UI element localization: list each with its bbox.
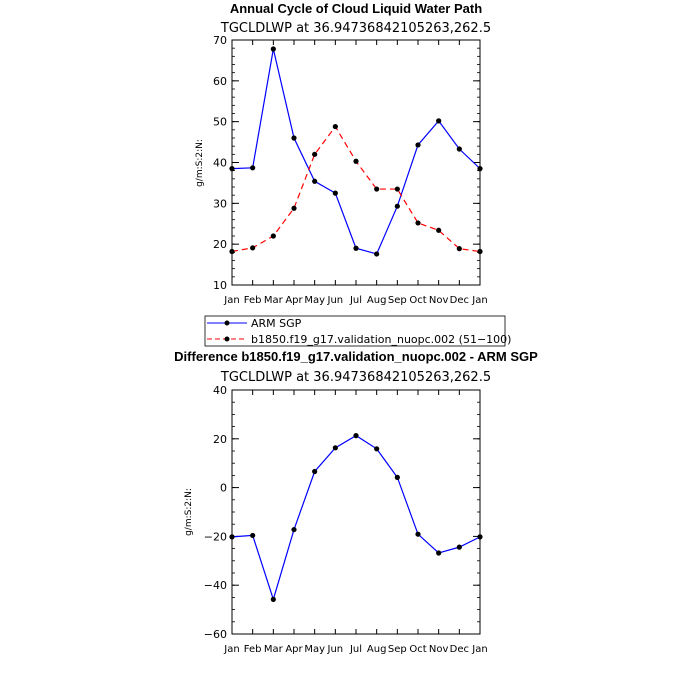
difference-data-point: [415, 531, 421, 537]
cycle-plot-area: Jan Feb Mar Apr May Jun Jul Aug Sep Oct Nov Dec Jan1…: [213, 34, 488, 306]
difference-series-line-0: [231, 434, 481, 602]
cycle-data-point: [291, 135, 297, 141]
cycle-data-point: [415, 220, 421, 226]
difference-chart: Difference b1850.f19_g17.validation_nuop…: [174, 349, 538, 655]
cycle-xtick-label: Jul: [349, 295, 362, 306]
difference-data-point: [477, 534, 483, 540]
cycle-xtick-label: Aug: [367, 295, 387, 306]
difference-data-point: [374, 446, 380, 452]
difference-xtick-label: Mar: [264, 644, 284, 655]
difference-xtick-label: Jan: [471, 644, 487, 655]
cycle-xtick-label: Mar: [264, 295, 284, 306]
cycle-ytick-label: 20: [213, 238, 227, 251]
cycle-ytick-label: 60: [213, 75, 227, 88]
cycle-data-point: [456, 146, 462, 152]
cycle-data-point: [394, 186, 400, 192]
cycle-chart-title: Annual Cycle of Cloud Liquid Water Path: [230, 1, 482, 16]
difference-data-point: [353, 433, 359, 439]
difference-ytick-label: −20: [204, 530, 227, 543]
cycle-xtick-label: Feb: [244, 295, 262, 306]
difference-xtick-label: Jun: [327, 644, 344, 655]
difference-xtick-label: Nov: [429, 644, 449, 655]
difference-ytick-label: 0: [220, 482, 227, 495]
cycle-data-point: [250, 245, 256, 251]
cycle-data-point: [291, 205, 297, 211]
cycle-ytick-label: 10: [213, 279, 227, 292]
cycle-data-point: [332, 190, 338, 196]
cycle-data-point: [250, 165, 256, 171]
cycle-xtick-label: Oct: [409, 295, 426, 306]
cycle-xtick-label: Dec: [450, 295, 469, 306]
difference-plot-area: Jan Feb Mar Apr May Jun Jul Aug Sep Oct Nov Dec Jan−…: [204, 384, 488, 655]
difference-data-point: [394, 474, 400, 480]
cycle-data-point: [270, 233, 276, 239]
cycle-data-point: [229, 166, 235, 172]
difference-data-point: [436, 550, 442, 556]
legend: ARM SGP b1850.f19_g17.validation_nuopc.0…: [204, 315, 511, 347]
cycle-data-point: [436, 118, 442, 124]
difference-xtick-label: Feb: [244, 644, 262, 655]
cycle-data-point: [374, 186, 380, 192]
difference-xtick-label: Jul: [349, 644, 362, 655]
difference-xtick-label: Sep: [388, 644, 407, 655]
cycle-data-point: [312, 151, 318, 157]
cycle-data-point: [415, 142, 421, 148]
difference-data-point: [250, 532, 256, 539]
cycle-chart: Annual Cycle of Cloud Liquid Water Path …: [195, 1, 491, 306]
difference-ytick-label: 20: [213, 433, 227, 446]
difference-chart-subtitle: TGCLDLWP at 36.94736842105263,262.5: [220, 370, 491, 385]
difference-ytick-label: −60: [204, 628, 227, 641]
cycle-xtick-label: Jan: [223, 295, 239, 306]
cycle-data-point: [436, 227, 442, 233]
difference-xtick-label: May: [304, 644, 325, 655]
cycle-ytick-label: 50: [213, 116, 227, 129]
cycle-xtick-label: Jun: [327, 295, 344, 306]
difference-data-point: [456, 544, 462, 550]
cycle-chart-ylabel: g/m:S:2:N:: [195, 139, 205, 187]
cycle-data-point: [270, 46, 276, 52]
cycle-data-point: [477, 166, 483, 172]
cycle-xtick-label: Jan: [471, 295, 487, 306]
difference-data-point: [332, 445, 338, 451]
difference-data-point: [270, 596, 276, 602]
cycle-data-point: [394, 203, 400, 209]
difference-data-point: [312, 468, 318, 475]
cycle-ytick-label: 40: [213, 157, 227, 170]
cycle-xtick-label: Sep: [388, 295, 407, 306]
cycle-series-line-1: [231, 125, 481, 253]
difference-xtick-label: Jan: [223, 644, 239, 655]
cycle-chart-subtitle: TGCLDLWP at 36.94736842105263,262.5: [220, 21, 491, 36]
legend-box: [204, 315, 506, 347]
cycle-xtick-label: Nov: [429, 295, 449, 306]
cycle-series-line-0: [231, 48, 481, 255]
legend-marker-model: [224, 336, 230, 342]
difference-ytick-label: −40: [204, 579, 227, 592]
cycle-data-point: [353, 245, 359, 251]
difference-xtick-label: Aug: [367, 644, 387, 655]
legend-label-arm: ARM SGP: [251, 317, 302, 330]
difference-xtick-label: Oct: [409, 644, 426, 655]
difference-xtick-label: Dec: [450, 644, 469, 655]
cycle-ytick-label: 30: [213, 197, 227, 210]
legend-marker-arm: [224, 320, 230, 326]
difference-ytick-label: 40: [213, 384, 227, 397]
legend-label-model: b1850.f19_g17.validation_nuopc.002 (51−1…: [251, 333, 511, 346]
cycle-data-point: [353, 158, 359, 164]
cycle-xtick-label: May: [304, 295, 325, 306]
difference-chart-title: Difference b1850.f19_g17.validation_nuop…: [174, 349, 538, 364]
cycle-data-point: [229, 248, 235, 255]
cycle-xtick-label: Apr: [285, 295, 303, 306]
cycle-ytick-label: 70: [213, 34, 227, 47]
cycle-data-point: [456, 246, 462, 252]
cycle-data-point: [477, 248, 483, 255]
difference-plot-frame: [231, 389, 481, 635]
difference-data-point: [291, 526, 297, 533]
cycle-data-point: [332, 123, 338, 130]
difference-chart-ylabel: g/m:S:2:N:: [184, 488, 194, 536]
difference-xtick-label: Apr: [285, 644, 303, 655]
cycle-data-point: [312, 178, 318, 184]
cycle-data-point: [374, 251, 380, 257]
difference-data-point: [229, 534, 235, 540]
